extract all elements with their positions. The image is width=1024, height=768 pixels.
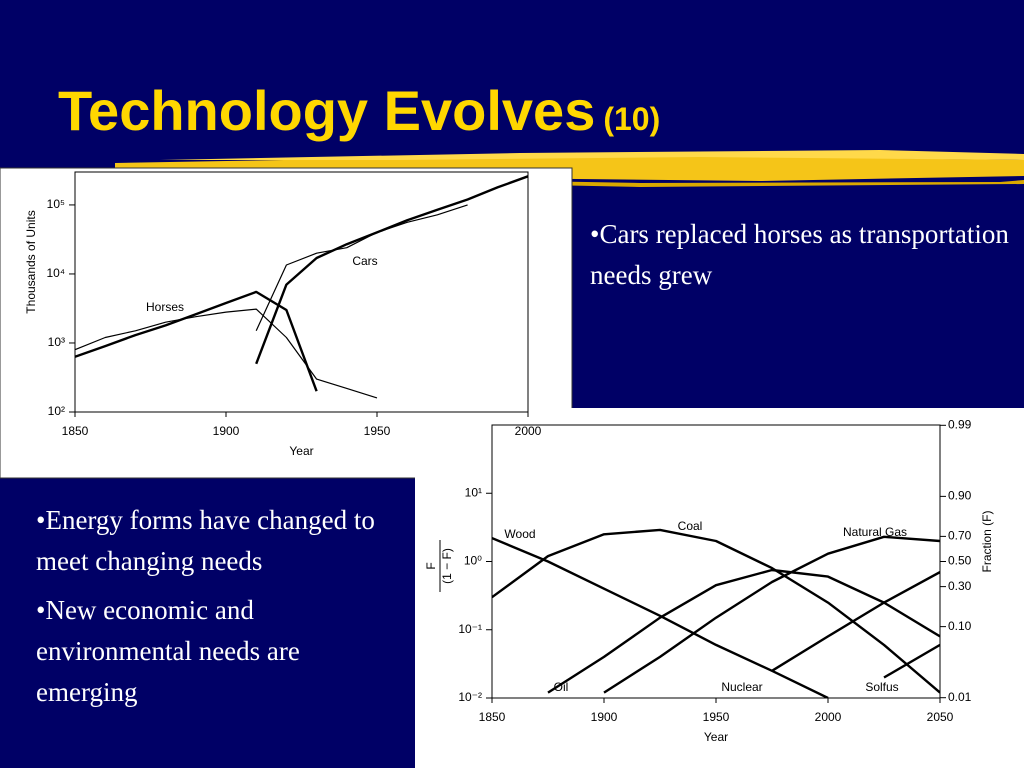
series-line	[771, 571, 940, 672]
x-axis-label: Year	[704, 730, 728, 744]
series-line	[75, 290, 318, 392]
series-label: Oil	[554, 680, 569, 694]
x-tick-label: 2000	[815, 710, 842, 724]
slide-title: Technology Evolves (10)	[58, 78, 660, 143]
series-label: Natural Gas	[843, 525, 907, 539]
y2-tick-label: 0.30	[948, 579, 972, 593]
y-tick-label: 10⁰	[464, 554, 482, 568]
y2-tick-label: 0.99	[948, 417, 972, 431]
bullet-list-top: •Cars replaced horses as transportation …	[590, 214, 1010, 304]
title-note: (10)	[603, 101, 661, 137]
y2-tick-label: 0.90	[948, 489, 972, 503]
series-label: Coal	[678, 519, 703, 533]
series-line	[492, 528, 940, 694]
y2-axis-label: Fraction (F)	[980, 510, 994, 572]
y-tick-label: 10²	[48, 404, 65, 418]
y-tick-label: 10¹	[465, 485, 482, 499]
y2-tick-label: 0.50	[948, 554, 972, 568]
x-tick-label: 1950	[364, 424, 391, 438]
series-label: Wood	[504, 527, 535, 541]
series-line	[255, 175, 528, 365]
series-line	[547, 568, 940, 694]
x-tick-label: 1950	[703, 710, 730, 724]
y-tick-label: 10⁴	[46, 266, 65, 280]
series-line	[603, 535, 940, 694]
bullet: •Energy forms have changed to meet chang…	[36, 505, 375, 576]
series-label: Horses	[146, 300, 184, 314]
x-tick-label: 2000	[515, 424, 542, 438]
bullet: •New economic and environmental needs ar…	[36, 595, 300, 707]
x-tick-label: 1900	[213, 424, 240, 438]
y-axis-label-bottom: (1 − F)	[440, 548, 454, 584]
series-line	[255, 204, 468, 332]
title-text: Technology Evolves	[58, 79, 596, 142]
series-label: Nuclear	[721, 680, 762, 694]
y2-tick-label: 0.10	[948, 619, 972, 633]
x-axis-label: Year	[289, 444, 313, 458]
series-line	[75, 308, 378, 399]
plot-frame	[74, 171, 529, 413]
charts: 1850 1900 1950 2000 10² 10³ 10⁴ 10⁵ Year Thousand…	[24, 171, 994, 744]
y-tick-label: 10⁵	[47, 197, 65, 211]
bullet-list-bottom: •Energy forms have changed to meet chang…	[36, 500, 408, 721]
y2-tick-label: 0.70	[948, 529, 972, 543]
x-tick-label: 1850	[62, 424, 89, 438]
y-axis-label-top: F	[424, 562, 438, 569]
y2-tick-label: 0.01	[948, 690, 972, 704]
y-tick-label: 10⁻¹	[458, 622, 482, 636]
chart-box	[415, 408, 1024, 768]
y-tick-label: 10³	[48, 335, 65, 349]
series-label: Cars	[352, 254, 377, 268]
bullet: •Cars replaced horses as transportation …	[590, 219, 1009, 290]
series-line	[883, 643, 940, 679]
x-tick-label: 2050	[927, 710, 954, 724]
series-label: Solfus	[865, 680, 898, 694]
y-axis-label: Thousands of Units	[24, 210, 38, 313]
x-tick-label: 1850	[479, 710, 506, 724]
x-tick-label: 1900	[591, 710, 618, 724]
y-tick-label: 10⁻²	[458, 690, 482, 704]
